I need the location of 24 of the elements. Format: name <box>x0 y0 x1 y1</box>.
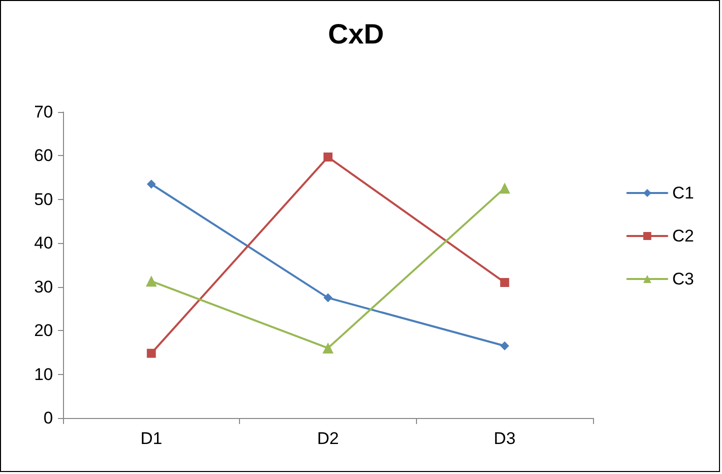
chart-title: CxD <box>328 18 384 50</box>
point <box>500 341 510 350</box>
x-tick-label: D3 <box>494 429 516 448</box>
point <box>146 276 157 287</box>
x-tick-label: D1 <box>140 429 162 448</box>
x-tick-label: D2 <box>317 429 339 448</box>
point <box>146 348 156 358</box>
point <box>499 182 510 194</box>
point <box>324 152 332 162</box>
point <box>324 293 332 302</box>
y-tick-label: 40 <box>34 234 53 253</box>
y-tick-label: 20 <box>34 321 53 340</box>
y-tick-label: 10 <box>34 364 53 384</box>
y-tick-label: 60 <box>34 146 53 166</box>
y-tick-label: 70 <box>34 102 53 122</box>
y-tick-label: 0 <box>44 408 53 428</box>
y-tick-label: 30 <box>34 277 53 296</box>
legend-label: C1 <box>672 184 694 202</box>
legend-label: C2 <box>672 226 694 246</box>
point <box>322 342 334 354</box>
legend-label: C3 <box>672 270 694 288</box>
point <box>146 180 156 189</box>
point <box>500 278 510 287</box>
y-tick-label: 50 <box>34 190 53 209</box>
